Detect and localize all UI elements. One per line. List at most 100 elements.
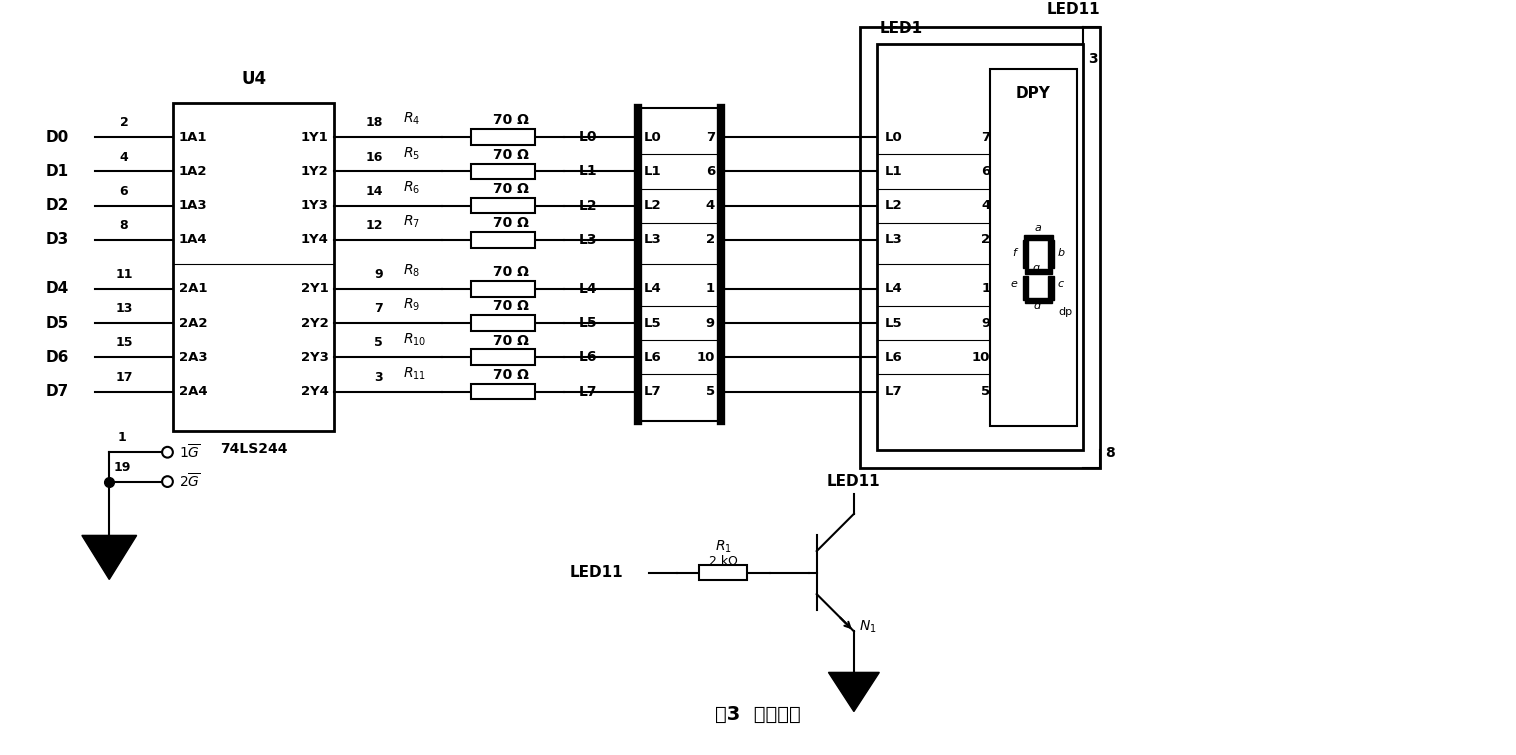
- Text: 70 Ω: 70 Ω: [493, 299, 529, 313]
- Text: 6: 6: [981, 165, 990, 178]
- Text: $2\overline{G}$: $2\overline{G}$: [179, 473, 200, 491]
- Text: a: a: [1035, 223, 1041, 233]
- Text: f: f: [1013, 248, 1016, 258]
- Bar: [1023, 240, 1028, 268]
- Text: $R_4$: $R_4$: [403, 111, 420, 128]
- Bar: [471, 232, 535, 248]
- Text: L3: L3: [885, 233, 904, 246]
- Text: 1Y3: 1Y3: [300, 199, 329, 212]
- Text: 1A2: 1A2: [179, 165, 208, 178]
- Text: L1: L1: [885, 165, 904, 178]
- Bar: [471, 129, 535, 145]
- Text: 4: 4: [120, 150, 129, 164]
- Text: 7: 7: [374, 302, 384, 316]
- Text: 1A4: 1A4: [179, 233, 208, 246]
- Text: D5: D5: [45, 316, 68, 331]
- Bar: [860, 26, 1101, 468]
- Polygon shape: [828, 673, 879, 711]
- Text: 9: 9: [706, 316, 716, 330]
- Text: 70 Ω: 70 Ω: [493, 148, 529, 162]
- Text: d: d: [1034, 301, 1041, 311]
- Text: L6: L6: [579, 350, 597, 365]
- Polygon shape: [82, 535, 136, 579]
- Text: D2: D2: [45, 198, 70, 213]
- Text: 70 Ω: 70 Ω: [493, 113, 529, 128]
- Text: $R_7$: $R_7$: [403, 214, 420, 230]
- Text: 4: 4: [705, 199, 716, 212]
- Text: 70 Ω: 70 Ω: [493, 216, 529, 230]
- Bar: [1025, 269, 1052, 274]
- Text: 11: 11: [115, 268, 133, 281]
- Text: 2A4: 2A4: [179, 385, 208, 398]
- Text: D6: D6: [45, 350, 70, 365]
- Text: b: b: [1057, 248, 1064, 258]
- Bar: [471, 350, 535, 365]
- Text: 70 Ω: 70 Ω: [493, 334, 529, 347]
- Text: L0: L0: [885, 131, 904, 143]
- Text: 2A1: 2A1: [179, 282, 208, 295]
- Text: D3: D3: [45, 233, 68, 248]
- Bar: [1048, 240, 1054, 268]
- Text: 10: 10: [972, 351, 990, 364]
- Text: 12: 12: [365, 219, 384, 232]
- Text: L3: L3: [643, 233, 661, 246]
- Bar: [638, 108, 720, 421]
- Text: L5: L5: [885, 316, 904, 330]
- Text: L7: L7: [643, 385, 661, 398]
- Text: 14: 14: [365, 185, 384, 198]
- Text: 13: 13: [115, 302, 132, 316]
- Text: 17: 17: [115, 371, 133, 384]
- Text: 2Y2: 2Y2: [300, 316, 329, 330]
- Text: 6: 6: [120, 185, 129, 198]
- Text: U4: U4: [241, 70, 267, 88]
- Text: L2: L2: [885, 199, 904, 212]
- Text: L6: L6: [885, 351, 904, 364]
- Text: 4: 4: [981, 199, 990, 212]
- Bar: [173, 103, 335, 430]
- Bar: [1025, 297, 1052, 303]
- Text: L4: L4: [885, 282, 904, 295]
- Text: 7: 7: [706, 131, 716, 143]
- Text: 1Y2: 1Y2: [300, 165, 329, 178]
- Text: dp: dp: [1058, 307, 1072, 317]
- Text: D0: D0: [45, 130, 68, 145]
- Text: $N_1$: $N_1$: [858, 618, 876, 635]
- Text: 5: 5: [706, 385, 716, 398]
- Text: 2Y4: 2Y4: [300, 385, 329, 398]
- Text: L1: L1: [643, 165, 661, 178]
- Text: 1: 1: [981, 282, 990, 295]
- Text: 2A3: 2A3: [179, 351, 208, 364]
- Bar: [1048, 276, 1054, 300]
- Text: 9: 9: [981, 316, 990, 330]
- Text: $R_8$: $R_8$: [403, 263, 420, 279]
- Text: 16: 16: [365, 150, 384, 164]
- Text: L0: L0: [643, 131, 661, 143]
- Bar: [471, 198, 535, 214]
- Text: 1A3: 1A3: [179, 199, 208, 212]
- Text: L0: L0: [579, 130, 597, 144]
- Text: LED11: LED11: [828, 474, 881, 489]
- Text: c: c: [1058, 279, 1064, 289]
- Bar: [990, 69, 1076, 426]
- Text: 9: 9: [374, 268, 384, 281]
- Text: 15: 15: [115, 337, 133, 350]
- Text: L6: L6: [643, 351, 661, 364]
- Text: 2: 2: [120, 116, 129, 129]
- Text: L4: L4: [643, 282, 661, 295]
- Text: 图3  显示电路: 图3 显示电路: [716, 705, 800, 724]
- Text: LED1: LED1: [879, 21, 922, 36]
- Text: 2A2: 2A2: [179, 316, 208, 330]
- Text: L4: L4: [579, 282, 597, 296]
- Text: D4: D4: [45, 282, 68, 296]
- Text: 1: 1: [706, 282, 716, 295]
- Bar: [471, 164, 535, 179]
- Text: LED11: LED11: [568, 565, 623, 580]
- Text: $R_5$: $R_5$: [403, 145, 420, 162]
- Text: L2: L2: [643, 199, 661, 212]
- Text: L5: L5: [579, 316, 597, 330]
- Text: L7: L7: [885, 385, 904, 398]
- Text: 3: 3: [1088, 52, 1098, 66]
- Bar: [471, 384, 535, 399]
- Text: 5: 5: [374, 337, 384, 350]
- Text: $R_{10}$: $R_{10}$: [403, 331, 426, 347]
